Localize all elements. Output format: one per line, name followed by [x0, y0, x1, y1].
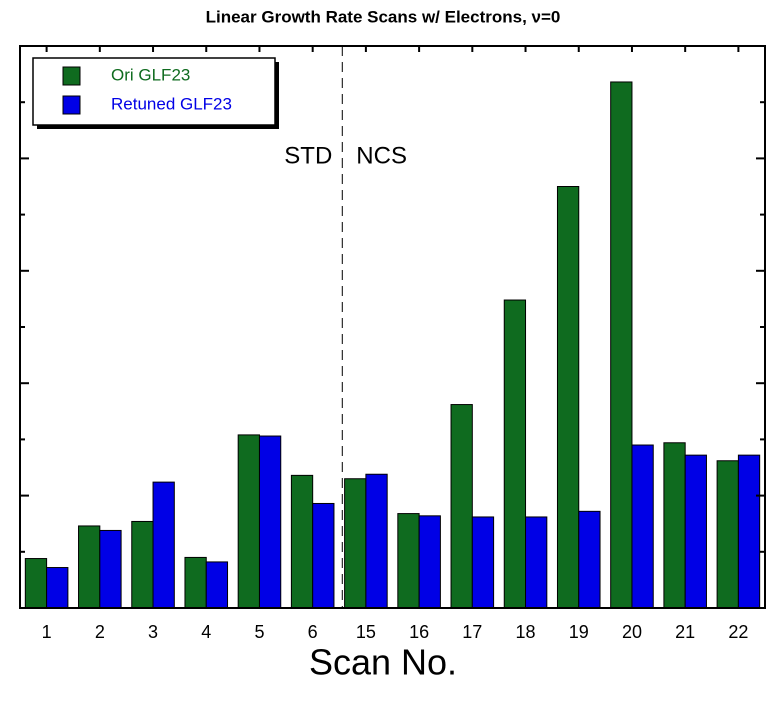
bar: [46, 567, 69, 609]
bar: [365, 473, 388, 609]
bar: [99, 529, 122, 609]
x-tick-label: 15: [356, 622, 376, 642]
x-tick-label: 3: [148, 622, 158, 642]
legend-swatch: [62, 95, 81, 115]
bar: [397, 513, 420, 609]
legend-label: Ori GLF23: [111, 65, 190, 84]
bar: [450, 404, 473, 609]
bar: [610, 81, 633, 609]
x-tick-label: 17: [462, 622, 482, 642]
bar: [684, 454, 707, 609]
x-tick-label: 2: [95, 622, 105, 642]
bar: [578, 510, 601, 609]
x-tick-label: 20: [622, 622, 642, 642]
legend-label: Retuned GLF23: [111, 94, 232, 113]
bar: [184, 556, 207, 609]
bar: [525, 516, 548, 609]
bar: [205, 561, 229, 609]
bar: [78, 525, 101, 609]
bar: [556, 186, 580, 609]
bar: [737, 454, 761, 609]
bar: [471, 516, 495, 609]
annotation: NCS: [356, 142, 407, 169]
bar: [716, 460, 739, 609]
x-tick-label: 18: [516, 622, 536, 642]
chart-title: Linear Growth Rate Scans w/ Electrons, ν…: [206, 7, 561, 26]
bar: [663, 442, 686, 609]
bar: [503, 299, 527, 609]
x-tick-label: 4: [201, 622, 211, 642]
bar: [290, 474, 314, 609]
x-tick-label: 6: [308, 622, 318, 642]
bar: [24, 558, 48, 609]
x-tick-label: 21: [675, 622, 695, 642]
x-tick-label: 1: [42, 622, 52, 642]
bar: [258, 435, 282, 609]
x-tick-label: 5: [254, 622, 264, 642]
x-axis-label: Scan No.: [309, 642, 457, 683]
bar: [344, 478, 367, 609]
bar: [131, 520, 154, 609]
bar: [631, 444, 654, 609]
bar: [152, 481, 175, 609]
x-tick-label: 22: [728, 622, 748, 642]
x-tick-label: 16: [409, 622, 429, 642]
legend-swatch: [62, 66, 81, 86]
x-tick-label: 19: [569, 622, 589, 642]
bar: [418, 515, 441, 609]
bar: [312, 502, 335, 609]
annotation: STD: [284, 142, 332, 169]
bar: [237, 434, 260, 609]
plot-frame: [19, 45, 766, 609]
